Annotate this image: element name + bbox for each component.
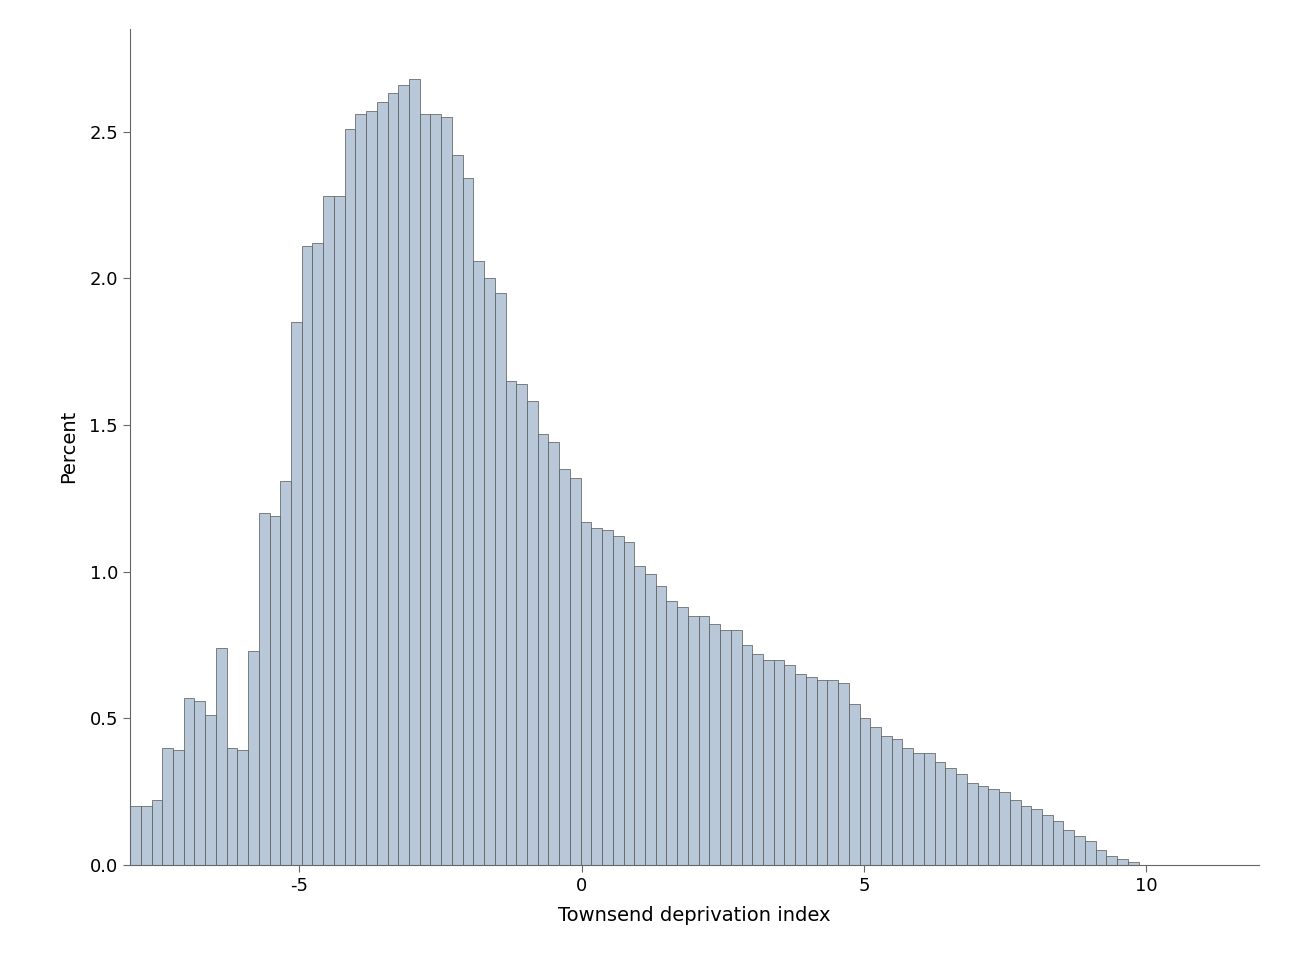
Bar <box>334 196 345 865</box>
Bar <box>130 806 140 865</box>
Bar <box>419 114 431 865</box>
Bar <box>1118 859 1128 865</box>
Bar <box>1031 809 1042 865</box>
Bar <box>623 542 635 865</box>
Bar <box>839 683 849 865</box>
Bar <box>957 774 967 865</box>
Bar <box>270 516 280 865</box>
Bar <box>474 260 484 865</box>
Bar <box>645 575 655 865</box>
Bar <box>484 278 495 865</box>
Bar <box>666 601 678 865</box>
Bar <box>495 293 505 865</box>
Bar <box>570 478 580 865</box>
Bar <box>902 748 914 865</box>
Bar <box>195 701 205 865</box>
Bar <box>678 606 688 865</box>
Bar <box>849 703 859 865</box>
Bar <box>763 659 774 865</box>
Bar <box>796 675 806 865</box>
Bar <box>945 768 957 865</box>
Bar <box>291 322 301 865</box>
Bar <box>613 536 623 865</box>
Bar <box>173 751 184 865</box>
Bar <box>205 715 215 865</box>
Bar <box>1063 829 1075 865</box>
Bar <box>248 651 258 865</box>
Bar <box>215 648 227 865</box>
Bar <box>688 616 698 865</box>
Bar <box>935 762 945 865</box>
Bar <box>580 522 592 865</box>
Bar <box>967 783 977 865</box>
Bar <box>441 117 452 865</box>
Bar <box>602 530 613 865</box>
Bar <box>881 736 892 865</box>
Bar <box>988 789 999 865</box>
Bar <box>1053 821 1063 865</box>
Bar <box>1075 835 1085 865</box>
Bar <box>999 792 1010 865</box>
Bar <box>1085 842 1096 865</box>
Bar <box>345 129 356 865</box>
Bar <box>505 381 517 865</box>
Bar <box>301 246 313 865</box>
Bar <box>258 513 270 865</box>
Bar <box>1106 856 1118 865</box>
Bar <box>1042 815 1053 865</box>
Bar <box>162 748 173 865</box>
Bar <box>720 630 731 865</box>
Bar <box>977 786 988 865</box>
Bar <box>409 79 419 865</box>
Bar <box>806 678 816 865</box>
Bar <box>388 93 398 865</box>
Bar <box>462 179 474 865</box>
Bar <box>827 680 839 865</box>
Bar <box>871 727 881 865</box>
Bar <box>592 528 602 865</box>
Bar <box>549 442 559 865</box>
Bar <box>140 806 152 865</box>
Bar <box>152 801 162 865</box>
Bar <box>517 383 527 865</box>
Bar <box>559 469 570 865</box>
Bar <box>859 718 871 865</box>
Bar <box>323 196 334 865</box>
Bar <box>452 155 462 865</box>
Bar <box>184 698 195 865</box>
Bar <box>527 402 537 865</box>
Bar <box>698 616 710 865</box>
Bar <box>892 739 902 865</box>
Bar <box>1010 801 1020 865</box>
Bar <box>1020 806 1031 865</box>
Bar <box>280 480 291 865</box>
Bar <box>1096 850 1106 865</box>
Bar <box>227 748 238 865</box>
Bar <box>376 102 388 865</box>
X-axis label: Townsend deprivation index: Townsend deprivation index <box>558 906 831 924</box>
Bar <box>366 111 376 865</box>
Bar <box>313 243 323 865</box>
Bar <box>398 85 409 865</box>
Bar <box>774 659 784 865</box>
Bar <box>784 665 796 865</box>
Bar <box>431 114 441 865</box>
Bar <box>655 586 666 865</box>
Bar <box>1128 862 1138 865</box>
Bar <box>741 645 753 865</box>
Bar <box>356 114 366 865</box>
Bar <box>914 753 924 865</box>
Bar <box>816 680 827 865</box>
Bar <box>753 653 763 865</box>
Bar <box>710 625 720 865</box>
Y-axis label: Percent: Percent <box>60 410 78 483</box>
Bar <box>238 751 248 865</box>
Bar <box>635 566 645 865</box>
Bar <box>537 433 549 865</box>
Bar <box>924 753 935 865</box>
Bar <box>731 630 741 865</box>
